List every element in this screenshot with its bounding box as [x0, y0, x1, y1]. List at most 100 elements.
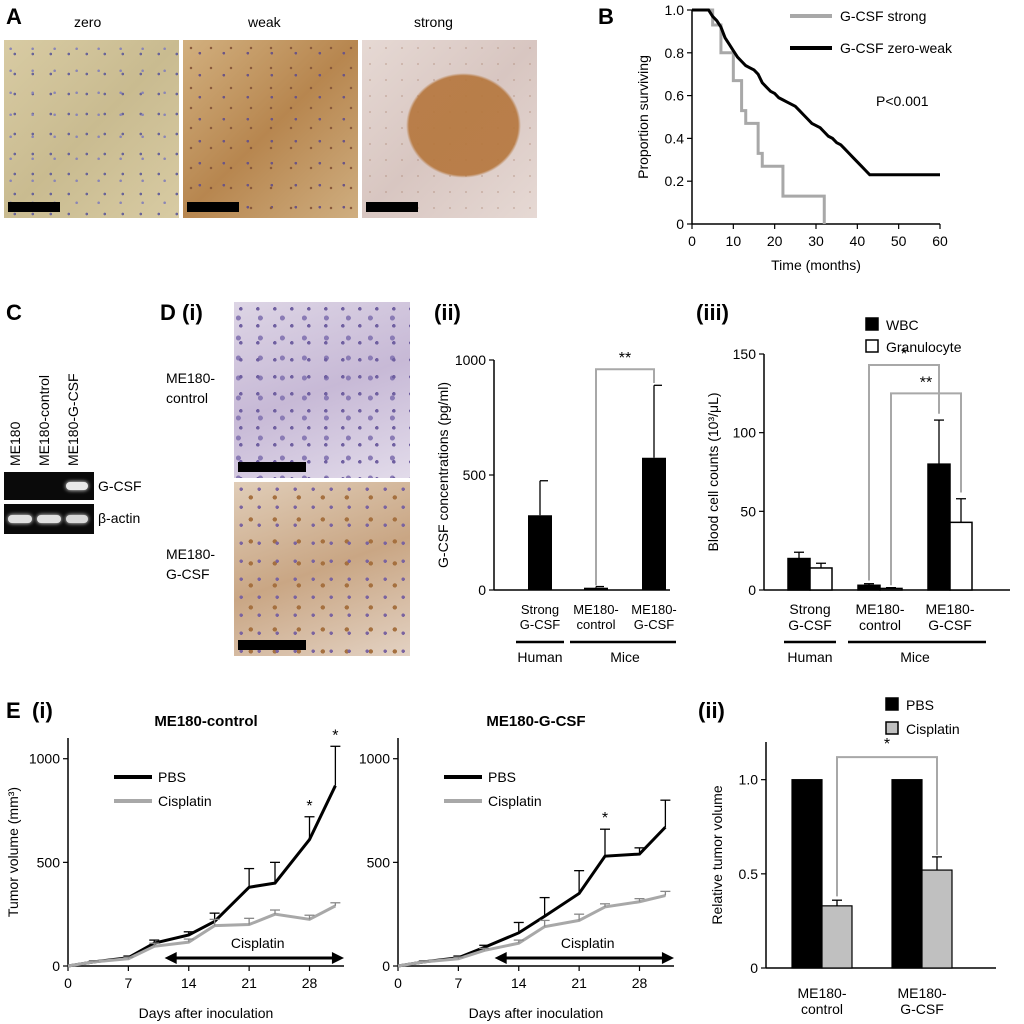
bar-wbc-0 — [787, 557, 811, 591]
band-actin-lane2 — [37, 515, 61, 523]
micrograph-me180-control — [234, 302, 410, 478]
x-tick-label: 7 — [454, 975, 462, 991]
bar-granulocyte-0 — [809, 567, 833, 591]
d-i-row-label-control: ME180- control — [166, 370, 216, 406]
y-axis-label: Relative tumor volume — [709, 785, 725, 924]
y-tick-label: 0 — [750, 960, 758, 976]
y-tick-label: 500 — [463, 467, 487, 483]
panel-a-title-weak: weak — [248, 14, 281, 30]
category-label-0: Strong G-CSF — [520, 602, 561, 632]
significance-star-wbc: * — [901, 346, 907, 363]
legend-swatch-0 — [885, 697, 899, 711]
y-tick-label: 0 — [382, 958, 390, 974]
chart-title: ME180-G-CSF — [486, 713, 585, 730]
legend-entry-0: PBS — [906, 697, 934, 713]
y-axis-label: G-CSF concentrations (pg/ml) — [435, 382, 451, 568]
micrograph-weak — [183, 40, 358, 218]
micrograph-zero — [4, 40, 179, 218]
x-tick-label: 0 — [64, 975, 72, 991]
category-label-2: ME180-G-CSF — [631, 602, 677, 632]
bar-2 — [642, 457, 666, 590]
y-tick-label: 100 — [733, 425, 757, 441]
significance-star-1: * — [332, 727, 338, 744]
scale-bar — [187, 202, 239, 212]
significance-star: ** — [619, 350, 631, 367]
scale-bar — [8, 202, 60, 212]
x-tick-label: 20 — [767, 233, 783, 249]
panel-d-label: D — [160, 300, 176, 325]
panel-c-label: C — [6, 300, 22, 325]
gel-band-actin — [4, 504, 94, 534]
x-tick-label: 14 — [511, 975, 527, 991]
legend-entry-0: PBS — [158, 769, 186, 785]
y-tick-label: 500 — [37, 854, 61, 870]
arrow-label: Cisplatin — [231, 935, 285, 951]
panel-a-title-zero: zero — [74, 14, 102, 30]
x-tick-label: 40 — [850, 233, 866, 249]
scale-bar — [366, 202, 418, 212]
bar-pbs-0 — [791, 779, 823, 969]
bar-cisplatin-0 — [821, 905, 853, 969]
chart-title: ME180-control — [154, 713, 257, 730]
significance-star: * — [884, 736, 890, 753]
x-tick-label: 50 — [891, 233, 907, 249]
x-axis-label: Days after inoculation — [139, 1005, 274, 1021]
lane-label-1: ME180-control — [36, 375, 52, 466]
group-label-human: Human — [787, 649, 832, 665]
band-label-gcsf: G-CSF — [98, 478, 142, 494]
y-tick-label: 50 — [740, 503, 756, 519]
lane-label-2: ME180-G-CSF — [65, 373, 81, 466]
x-tick-label: 28 — [632, 975, 648, 991]
legend-entry-1: G-CSF zero-weak — [840, 40, 953, 56]
p-value: P<0.001 — [876, 93, 929, 109]
group-label-mice: Mice — [610, 649, 640, 665]
significance-bracket-gran — [890, 392, 962, 586]
y-axis-label: Proportion surviving — [635, 55, 651, 179]
growth-line-pbs — [397, 826, 667, 968]
x-tick-label: 28 — [302, 975, 318, 991]
panel-b-label: B — [598, 4, 614, 29]
arrow-label: Cisplatin — [561, 935, 615, 951]
category-label-0: ME180-control — [797, 985, 846, 1017]
band-actin-lane3 — [66, 515, 88, 523]
category-label-1: ME180-G-CSF — [897, 985, 946, 1017]
bar-pbs-1 — [891, 779, 923, 969]
tumor-volume-control-chart: ME180-control 0 500 1000 0 7 14 21 28 Days after … — [5, 713, 344, 1021]
x-tick-label: 10 — [726, 233, 742, 249]
panel-d-ii-label: (ii) — [434, 300, 461, 325]
panel-e-ii-label: (ii) — [698, 698, 725, 723]
category-label-1: ME180-control — [573, 602, 619, 632]
panel-d-i-label: (i) — [182, 300, 203, 325]
y-tick-label: 0 — [478, 582, 486, 598]
legend-swatch-0 — [865, 317, 879, 331]
scale-bar — [238, 640, 306, 650]
legend-swatch-1 — [865, 339, 879, 353]
y-tick-label: 500 — [367, 854, 391, 870]
group-label-mice: Mice — [900, 649, 930, 665]
band-actin-lane1 — [8, 515, 32, 523]
relative-tumor-volume-chart: 0 0.5 1.0 Relative tumor volume PBS Cisplatin… — [709, 697, 996, 1017]
bar-wbc-2 — [927, 463, 951, 591]
x-tick-label: 7 — [124, 975, 132, 991]
y-tick-label: 1000 — [455, 352, 486, 368]
y-tick-label: 0.5 — [739, 866, 759, 882]
x-tick-label: 0 — [394, 975, 402, 991]
arrow-head-left — [164, 952, 177, 964]
significance-star-gran: ** — [920, 374, 932, 391]
x-tick-label: 60 — [932, 233, 948, 249]
legend-entry-1: Cisplatin — [906, 721, 960, 737]
arrow-head-right — [661, 952, 674, 964]
significance-bracket — [836, 756, 938, 897]
panel-e-label: E — [6, 698, 21, 723]
y-tick-label: 150 — [733, 346, 757, 362]
category-label-0: Strong G-CSF — [788, 601, 832, 633]
y-tick-label: 1.0 — [665, 2, 685, 18]
x-tick-label: 14 — [181, 975, 197, 991]
legend-entry-1: Cisplatin — [158, 793, 212, 809]
x-tick-label: 21 — [241, 975, 257, 991]
y-tick-label: 1000 — [29, 751, 60, 767]
significance-bracket-wbc — [868, 364, 940, 581]
y-axis-label: Tumor volume (mm³) — [5, 787, 21, 917]
x-tick-label: 30 — [808, 233, 824, 249]
panel-a-title-strong: strong — [414, 14, 453, 30]
